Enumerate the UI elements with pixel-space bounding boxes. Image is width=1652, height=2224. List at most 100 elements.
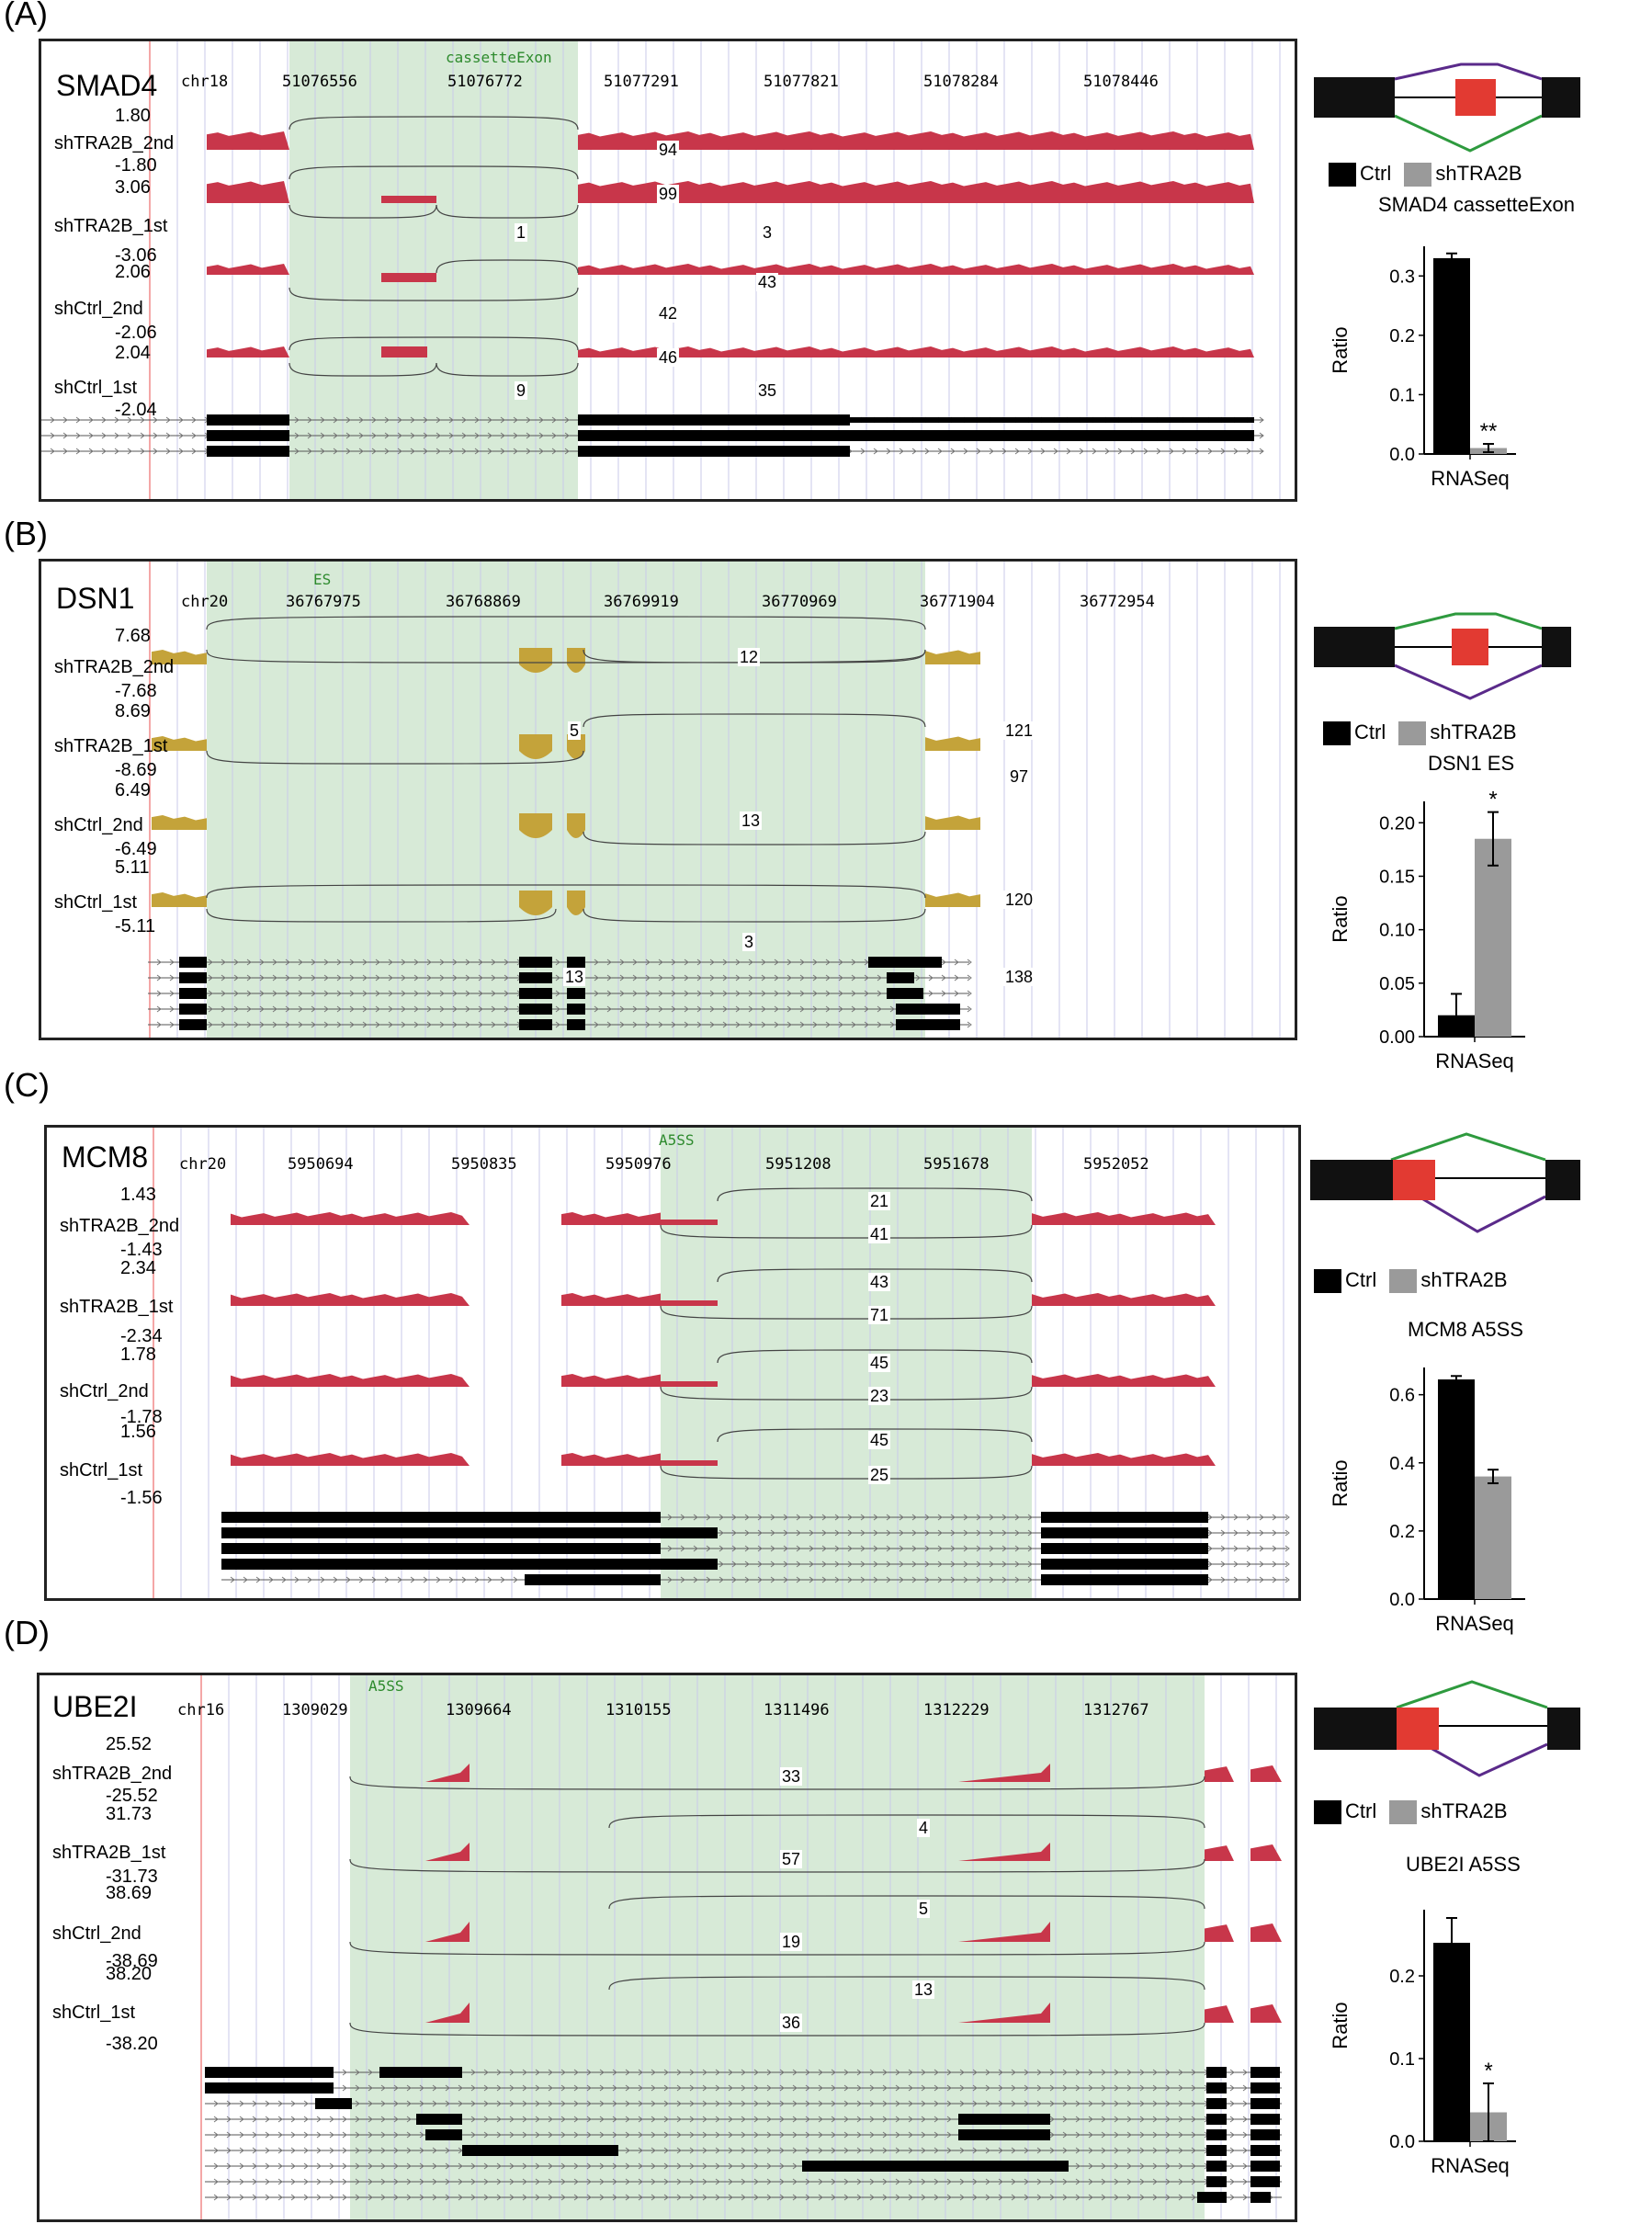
track-name: shCtrl_2nd (54, 299, 143, 319)
strand-arrow (323, 1021, 329, 1028)
strand-arrow (715, 2178, 720, 2185)
strand-arrow (847, 1514, 853, 1521)
coverage-area (832, 346, 1254, 357)
strand-arrow (436, 448, 441, 455)
panel-b: (B) DSN1 chr20 36767975 36768869 3676991… (0, 515, 1652, 1072)
strand-arrow (985, 2178, 990, 2185)
strand-arrow (886, 1514, 891, 1521)
strand-arrow (757, 1560, 763, 1568)
coverage-area (832, 131, 1254, 150)
strand-arrow (645, 959, 651, 966)
strand-arrow (277, 2116, 283, 2123)
strand-arrow (500, 448, 505, 455)
strand-arrow (1139, 2147, 1145, 2154)
strand-arrow (419, 2100, 424, 2107)
strand-arrow (873, 1529, 878, 1537)
strand-arrow (684, 1005, 689, 1013)
strand-arrow (555, 959, 560, 966)
strand-arrow (1011, 2178, 1016, 2185)
strand-arrow (706, 1545, 711, 1552)
strand-arrow (1014, 448, 1020, 455)
genome-browser-view: UBE2I chr16 1309029 1309664 1310155 1311… (37, 1673, 1297, 2222)
strand-arrow (886, 1576, 891, 1583)
transcript-exon (1250, 2114, 1280, 2125)
coverage-area (925, 736, 980, 751)
strand-arrow (368, 2084, 373, 2092)
strand-arrow (1272, 1545, 1277, 1552)
strand-arrow (1152, 2162, 1158, 2170)
junction-count: 33 (779, 1767, 803, 1786)
strand-arrow (413, 1021, 419, 1028)
alternative-exon (1455, 79, 1496, 116)
strand-arrow (676, 2100, 682, 2107)
strand-arrow (156, 990, 162, 997)
strand-arrow (856, 2069, 862, 2076)
strand-arrow (774, 959, 779, 966)
coverage-area (561, 1374, 661, 1387)
scale-max: 1.78 (120, 1345, 156, 1365)
strand-arrow (1011, 2194, 1016, 2201)
strand-arrow (380, 2116, 386, 2123)
strand-arrow (333, 448, 338, 455)
strand-arrow (1049, 2131, 1055, 2139)
strand-arrow (246, 1005, 252, 1013)
strand-arrow (384, 1576, 390, 1583)
strand-arrow (397, 448, 402, 455)
scale-min: -2.04 (115, 400, 157, 420)
strand-arrow (573, 2100, 579, 2107)
transcript-exon (896, 1004, 960, 1015)
strand-arrow (535, 2194, 540, 2201)
strand-arrow (213, 2162, 219, 2170)
strand-arrow (702, 2194, 707, 2201)
junction-count: 13 (739, 811, 763, 830)
strand-arrow (50, 432, 55, 439)
strand-arrow (538, 448, 544, 455)
junction-count: 41 (867, 1225, 891, 1243)
strand-arrow (233, 1005, 239, 1013)
strand-arrow (239, 2162, 244, 2170)
strand-arrow (1049, 2147, 1055, 2154)
strand-arrow (62, 448, 68, 455)
strand-arrow (439, 974, 445, 982)
splice-junction-arc (349, 1858, 1205, 1873)
strand-arrow (213, 2131, 219, 2139)
strand-arrow (976, 1514, 981, 1521)
strand-arrow (252, 2178, 257, 2185)
strand-arrow (448, 432, 454, 439)
strand-arrow (792, 2100, 798, 2107)
coverage-area (567, 648, 585, 673)
strand-arrow (470, 2100, 476, 2107)
strand-arrow (1092, 448, 1097, 455)
strand-arrow (156, 959, 162, 966)
strand-arrow (834, 1560, 840, 1568)
strand-arrow (478, 1005, 483, 1013)
strand-arrow (1242, 2162, 1248, 2170)
strand-arrow (843, 2100, 849, 2107)
strand-arrow (915, 974, 921, 982)
strand-arrow (1126, 2069, 1132, 2076)
strand-arrow (252, 2194, 257, 2201)
strand-arrow (380, 2178, 386, 2185)
strand-arrow (323, 974, 329, 982)
strand-arrow (465, 959, 470, 966)
strand-arrow (345, 448, 351, 455)
strand-arrow (239, 2100, 244, 2107)
strand-arrow (873, 1545, 878, 1552)
splice-junction-arc (717, 1268, 1033, 1283)
strand-arrow (272, 990, 277, 997)
splice-junction-arc (660, 1305, 1033, 1320)
strand-arrow (62, 432, 68, 439)
transcript-exon (416, 2114, 462, 2125)
strand-arrow (509, 2084, 515, 2092)
strand-arrow (1075, 2084, 1081, 2092)
strand-arrow (243, 1576, 248, 1583)
coverage-area (231, 1293, 470, 1306)
strand-arrow (658, 974, 663, 982)
strand-arrow (1088, 2162, 1093, 2170)
legend-swatch-ctrl (1314, 1800, 1341, 1825)
strand-arrow (625, 2178, 630, 2185)
strand-arrow (606, 990, 612, 997)
strand-arrow (535, 2069, 540, 2076)
splice-junction-arc (206, 616, 926, 630)
strand-arrow (834, 1576, 840, 1583)
